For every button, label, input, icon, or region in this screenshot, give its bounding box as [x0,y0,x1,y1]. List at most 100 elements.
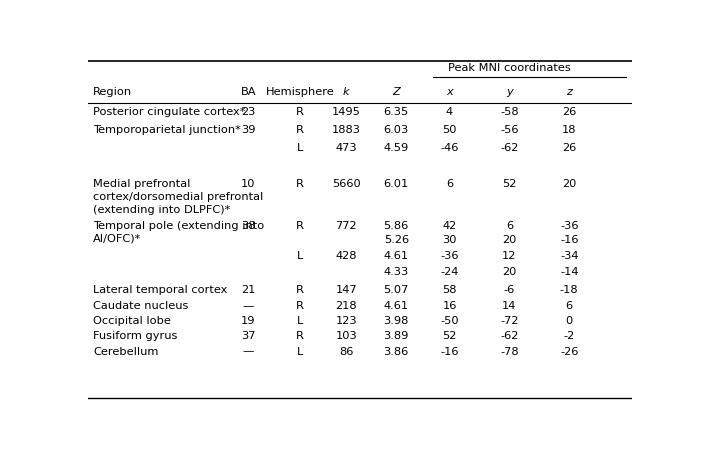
Text: -24: -24 [440,268,458,277]
Text: 103: 103 [336,331,357,341]
Text: 16: 16 [442,301,457,311]
Text: 14: 14 [502,301,517,311]
Text: -16: -16 [440,347,459,357]
Text: 30: 30 [442,235,457,245]
Text: k: k [343,87,350,97]
Text: 23: 23 [241,107,256,118]
Text: 5.26: 5.26 [384,235,409,245]
Text: L: L [297,143,303,154]
Text: 0: 0 [566,316,573,326]
Text: 6.03: 6.03 [383,125,409,136]
Text: 218: 218 [336,301,357,311]
Text: Hemisphere: Hemisphere [265,87,334,97]
Text: Cerebellum: Cerebellum [93,347,159,357]
Text: Peak MNI coordinates: Peak MNI coordinates [448,62,571,73]
Text: y: y [506,87,512,97]
Text: -6: -6 [504,286,515,295]
Text: 4.59: 4.59 [383,143,409,154]
Text: 147: 147 [336,286,357,295]
Text: -78: -78 [500,347,519,357]
Text: 26: 26 [562,143,576,154]
Text: L: L [297,347,303,357]
Text: -62: -62 [501,143,519,154]
Text: 5660: 5660 [332,180,361,189]
Text: 6: 6 [506,221,513,231]
Text: 6.35: 6.35 [383,107,409,118]
Text: 18: 18 [562,125,576,136]
Text: 3.86: 3.86 [383,347,409,357]
Text: -58: -58 [500,107,519,118]
Text: L: L [297,251,303,261]
Text: 37: 37 [241,331,256,341]
Text: -26: -26 [560,347,578,357]
Text: 1883: 1883 [331,125,361,136]
Text: L: L [297,316,303,326]
Text: Medial prefrontal
cortex/dorsomedial prefrontal
(extending into DLPFC)*: Medial prefrontal cortex/dorsomedial pre… [93,180,263,215]
Text: -14: -14 [560,268,578,277]
Text: -34: -34 [560,251,578,261]
Text: —: — [243,301,254,311]
Text: Fusiform gyrus: Fusiform gyrus [93,331,178,341]
Text: -16: -16 [560,235,578,245]
Text: 10: 10 [241,180,256,189]
Text: -62: -62 [501,331,519,341]
Text: R: R [296,107,304,118]
Text: 52: 52 [502,180,517,189]
Text: 50: 50 [442,125,457,136]
Text: Posterior cingulate cortex*: Posterior cingulate cortex* [93,107,246,118]
Text: 772: 772 [336,221,357,231]
Text: 39: 39 [241,125,256,136]
Text: -2: -2 [564,331,575,341]
Text: 86: 86 [339,347,353,357]
Text: 6: 6 [566,301,573,311]
Text: 4.61: 4.61 [384,301,409,311]
Text: 5.86: 5.86 [383,221,409,231]
Text: 58: 58 [442,286,457,295]
Text: BA: BA [241,87,256,97]
Text: R: R [296,125,304,136]
Text: Temporoparietal junction*: Temporoparietal junction* [93,125,241,136]
Text: R: R [296,331,304,341]
Text: 4: 4 [446,107,453,118]
Text: 20: 20 [502,268,517,277]
Text: Lateral temporal cortex: Lateral temporal cortex [93,286,227,295]
Text: R: R [296,301,304,311]
Text: R: R [296,180,304,189]
Text: -18: -18 [560,286,578,295]
Text: 6: 6 [446,180,453,189]
Text: -72: -72 [500,316,519,326]
Text: 42: 42 [442,221,457,231]
Text: -36: -36 [560,221,578,231]
Text: Region: Region [93,87,132,97]
Text: Occipital lobe: Occipital lobe [93,316,171,326]
Text: 21: 21 [241,286,256,295]
Text: 6.01: 6.01 [383,180,409,189]
Text: 12: 12 [502,251,517,261]
Text: 4.33: 4.33 [383,268,409,277]
Text: -50: -50 [440,316,459,326]
Text: R: R [296,221,304,231]
Text: 26: 26 [562,107,576,118]
Text: 19: 19 [241,316,256,326]
Text: Temporal pole (extending into
AI/OFC)*: Temporal pole (extending into AI/OFC)* [93,221,265,243]
Text: 20: 20 [502,235,517,245]
Text: 123: 123 [336,316,357,326]
Text: 3.98: 3.98 [383,316,409,326]
Text: x: x [446,87,453,97]
Text: —: — [243,347,254,357]
Text: 1495: 1495 [332,107,361,118]
Text: 473: 473 [336,143,357,154]
Text: 38: 38 [241,221,256,231]
Text: -56: -56 [500,125,519,136]
Text: -36: -36 [440,251,459,261]
Text: 5.07: 5.07 [383,286,409,295]
Text: Caudate nucleus: Caudate nucleus [93,301,189,311]
Text: Z: Z [392,87,400,97]
Text: R: R [296,286,304,295]
Text: -46: -46 [440,143,458,154]
Text: 52: 52 [442,331,457,341]
Text: 20: 20 [562,180,576,189]
Text: 4.61: 4.61 [384,251,409,261]
Text: 428: 428 [336,251,357,261]
Text: 3.89: 3.89 [383,331,409,341]
